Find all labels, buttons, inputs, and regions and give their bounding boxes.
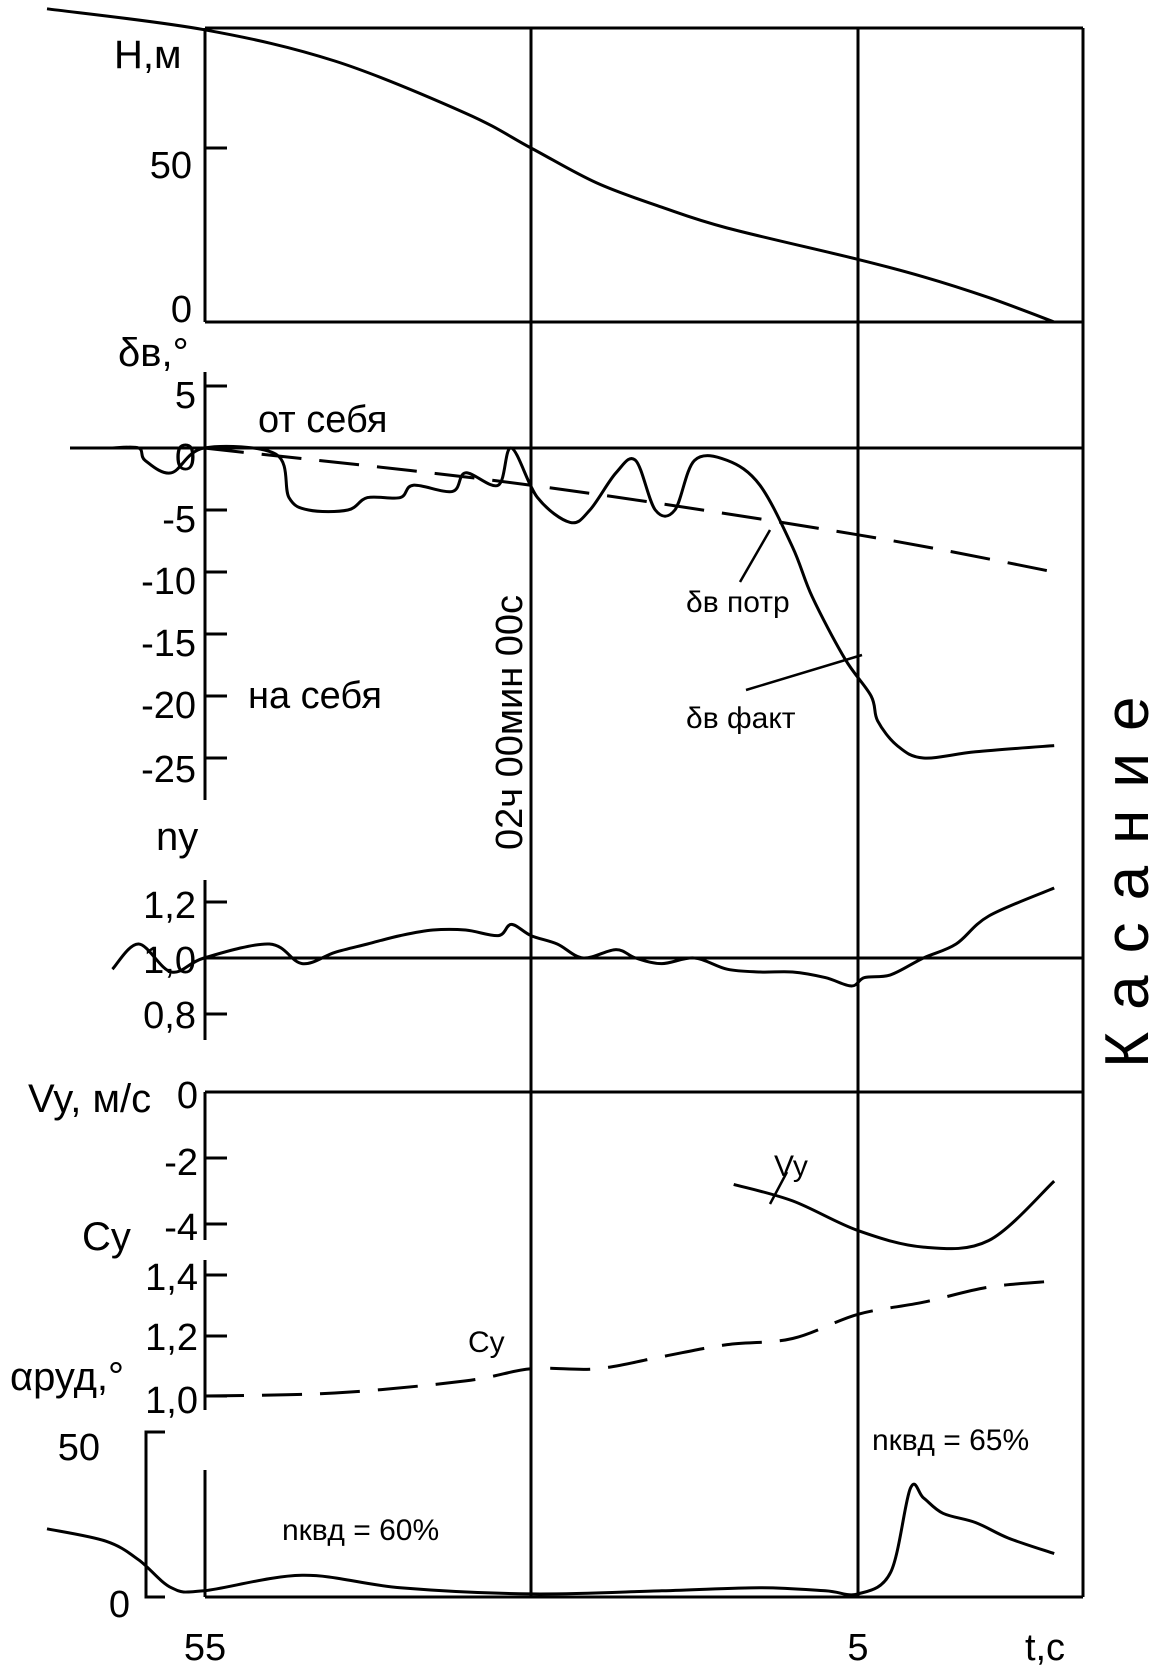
annotation-nkvd-65: nквд = 65%: [872, 1424, 1029, 1457]
axes: [144, 28, 227, 1599]
ny-tick-1-2: 1,2: [143, 885, 196, 927]
ny-tick-1-0: 1,0: [143, 940, 196, 982]
h-tick-50: 50: [150, 145, 192, 187]
series-delta_v-1: [112, 444, 1055, 760]
x-tick-55: 55: [184, 1627, 226, 1665]
alpha-y-axis: [144, 1430, 165, 1599]
cy-tick-1-2: 1,2: [145, 1317, 198, 1359]
legend-delta-potr: δв потр: [686, 586, 790, 619]
delta-tick-m10: -10: [141, 561, 196, 603]
annotation-na-sebya: на себя: [248, 675, 382, 717]
chart-frame: [205, 26, 1085, 1599]
alpha-axis-label: αруд,°: [10, 1355, 124, 1399]
side-label-kasanie: Касание: [1093, 675, 1157, 1068]
vy-axis-label: Vy, м/с: [28, 1077, 151, 1121]
vy-tick-m4: -4: [164, 1207, 198, 1249]
delta-tick-m15: -15: [141, 623, 196, 665]
delta-axis-label: δв,°: [118, 331, 189, 375]
cy-tick-1-0: 1,0: [145, 1380, 198, 1422]
tick-labels: 50 0 5 0 -5 -10 -15 -20 -25 1,2 1,0 0,8 …: [58, 145, 198, 1626]
annotation-ot-sebya: от себя: [258, 399, 387, 441]
series-Vy-0: [733, 1179, 1056, 1251]
h-tick-0: 0: [171, 289, 192, 331]
alpha-tick-50: 50: [58, 1427, 100, 1469]
leader-delta-potr: [738, 529, 772, 583]
annotations: от себя на себя 02ч 00мин 00с δв потр δв…: [248, 399, 1157, 1547]
alpha-tick-0: 0: [109, 1584, 130, 1626]
series-alpha_rud-0: [46, 1482, 1055, 1597]
series-delta_v-0: [203, 446, 1055, 574]
series-H-0: [46, 7, 1055, 324]
vy-tick-0: 0: [177, 1075, 198, 1117]
annotation-time-marker: 02ч 00мин 00с: [489, 595, 531, 850]
vy-tick-m2: -2: [164, 1142, 198, 1184]
delta-tick-5: 5: [175, 375, 196, 417]
h-axis-label: Н,м: [114, 33, 182, 77]
x-axis-label: t,c: [1025, 1627, 1065, 1665]
cy-tick-1-4: 1,4: [145, 1257, 198, 1299]
ny-tick-0-8: 0,8: [143, 995, 196, 1037]
series-Cy-0: [203, 1279, 1055, 1398]
ny-axis-label: ny: [156, 815, 198, 859]
cy-axis-label: Cy: [82, 1215, 131, 1259]
axis-labels: Н,м δв,° ny Vy, м/с Cy αруд,°: [10, 33, 198, 1399]
annotation-nkvd-60: nквд = 60%: [282, 1514, 439, 1547]
x-tick-5: 5: [847, 1627, 868, 1665]
delta-tick-0: 0: [175, 437, 196, 479]
label-cy-curve: Cy: [468, 1326, 505, 1359]
delta-tick-m20: -20: [141, 685, 196, 727]
delta-tick-m5: -5: [162, 499, 196, 541]
x-tick-labels: 55 5 t,c: [184, 1627, 1065, 1665]
delta-tick-m25: -25: [141, 749, 196, 791]
legend-delta-fakt: δв факт: [686, 702, 796, 735]
leader-vy: [768, 1171, 789, 1205]
curves: [46, 7, 1056, 1597]
leader-delta-fakt: [745, 653, 863, 692]
series-ny-0: [111, 886, 1055, 988]
label-vy-curve: Vy: [774, 1150, 808, 1183]
